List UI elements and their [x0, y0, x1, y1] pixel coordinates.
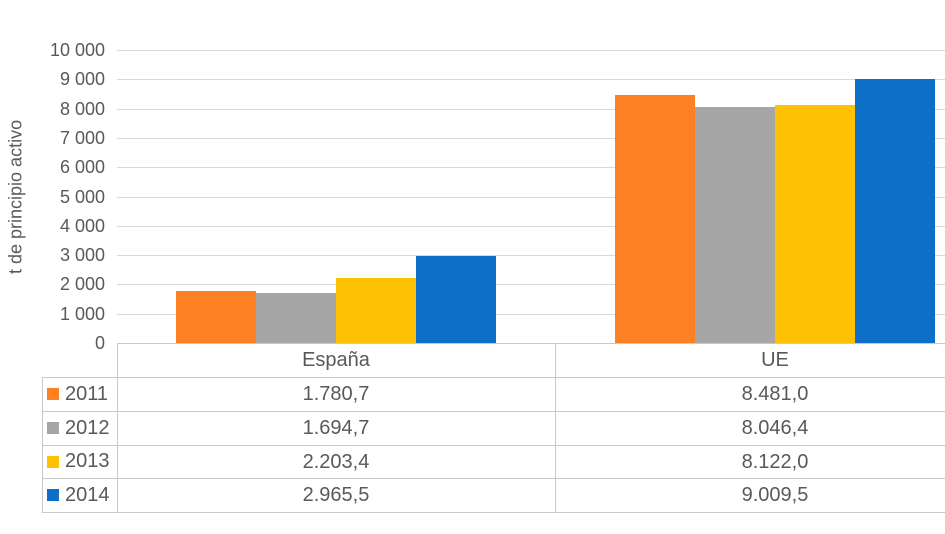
bar-2014-ue	[855, 79, 935, 343]
table-row-border	[117, 343, 945, 344]
table-cell-2012-ue: 8.046,4	[741, 417, 809, 439]
table-row-border	[42, 377, 945, 378]
y-tick-label: 3 000	[59, 245, 105, 265]
table-cell-2011-ue: 8.481,0	[741, 383, 809, 405]
legend-label-2014: 2014	[65, 483, 110, 506]
table-col-border	[555, 343, 556, 512]
legend-key-2012: 2012	[42, 411, 117, 445]
table-header-ue: UE	[761, 349, 789, 371]
y-tick-label: 6 000	[59, 157, 105, 177]
y-tick-label: 9 000	[59, 69, 105, 89]
legend-swatch-2013	[47, 455, 59, 468]
legend-label-2011: 2011	[65, 382, 109, 405]
gridline	[117, 167, 945, 168]
bar-2011-espana	[176, 291, 256, 343]
bar-2013-espana	[336, 278, 416, 343]
table-row-border	[42, 478, 945, 479]
y-tick-label: 4 000	[59, 216, 105, 236]
y-tick-label: 7 000	[59, 128, 105, 148]
legend-swatch-2012	[47, 422, 59, 434]
gridline	[117, 138, 945, 139]
gridline	[117, 197, 945, 198]
gridline	[117, 226, 945, 227]
legend-key-2013: 2013	[42, 445, 117, 478]
gridline	[117, 314, 945, 315]
bar-2014-espana	[416, 256, 496, 343]
table-row-border	[42, 445, 945, 446]
table-cell-2014-ue: 9.009,5	[741, 484, 809, 506]
legend-label-2013: 2013	[65, 450, 110, 472]
legend-key-2014: 2014	[42, 478, 117, 512]
legend-key-2011: 2011	[42, 377, 117, 411]
y-tick-label: 5 000	[59, 187, 105, 207]
gridline	[117, 255, 945, 256]
table-cell-2013-ue: 8.122,0	[741, 451, 809, 473]
table-col-border	[42, 377, 43, 512]
bar-2011-ue	[615, 95, 695, 343]
table-header-espana: España	[302, 349, 370, 371]
y-tick-label: 8 000	[59, 99, 105, 119]
table-cell-2014-espana: 2.965,5	[302, 484, 370, 506]
y-tick-label: 10 000	[49, 40, 105, 60]
legend-swatch-2011	[47, 388, 59, 400]
bar-2012-espana	[256, 293, 336, 343]
table-row-border	[42, 512, 945, 513]
y-tick-label: 0	[94, 333, 105, 353]
table-cell-2011-espana: 1.780,7	[302, 383, 370, 405]
bar-2013-ue	[775, 105, 855, 343]
y-tick-label: 2 000	[59, 274, 105, 294]
legend-label-2012: 2012	[65, 416, 110, 439]
table-cell-2012-espana: 1.694,7	[302, 417, 370, 439]
table-row-border	[42, 411, 945, 412]
legend-swatch-2014	[47, 489, 59, 501]
gridline	[117, 109, 945, 110]
bar-2012-ue	[695, 107, 775, 343]
table-cell-2013-espana: 2.203,4	[302, 451, 370, 473]
gridline	[117, 79, 945, 80]
gridline	[117, 50, 945, 51]
gridline	[117, 284, 945, 285]
y-tick-label: 1 000	[59, 304, 105, 324]
table-col-border	[117, 343, 118, 512]
